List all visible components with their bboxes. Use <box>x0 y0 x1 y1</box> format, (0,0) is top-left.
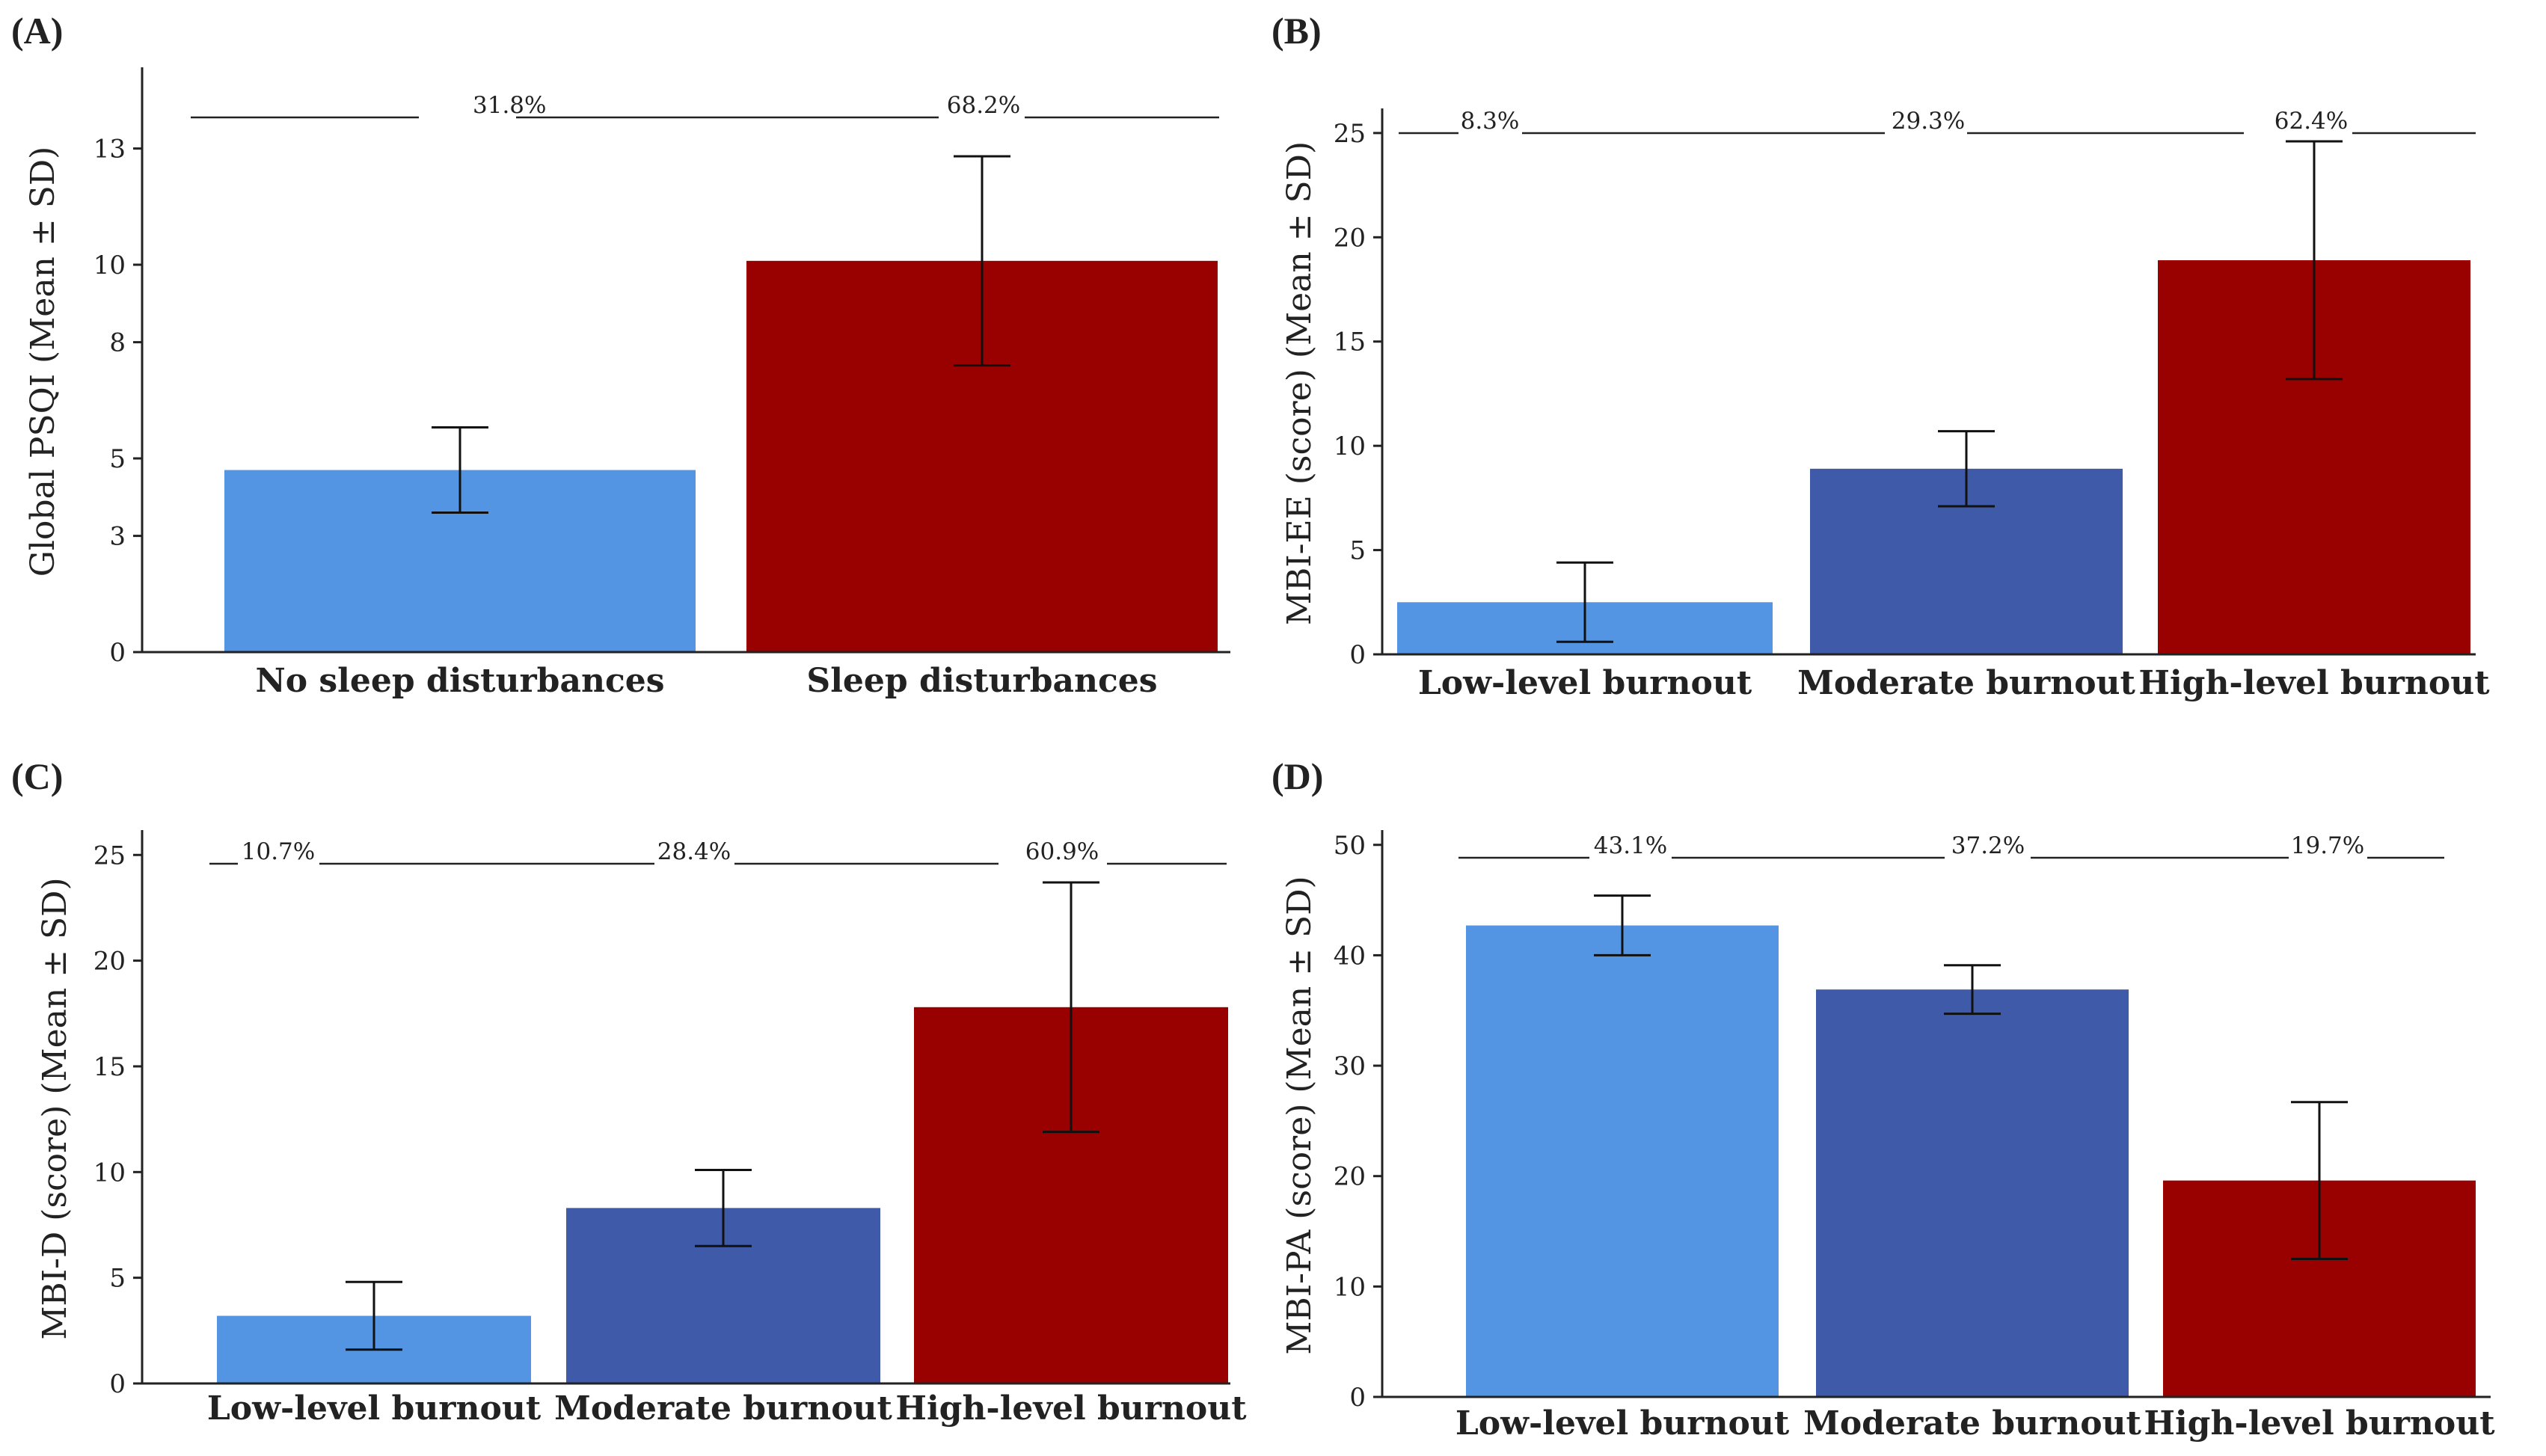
y-axis-label: MBI-D (score) (Mean ± SD) <box>36 877 74 1339</box>
error-bar <box>1043 881 1099 1134</box>
category-label: Low-level burnout <box>207 1389 542 1428</box>
y-tick-label: 50 <box>1334 831 1366 861</box>
y-tick-label: 8 <box>109 328 126 358</box>
panel-label: (A) <box>11 10 63 52</box>
category-label: High-level burnout <box>895 1389 1247 1428</box>
error-bar <box>2291 1101 2348 1260</box>
error-bar <box>432 426 488 514</box>
y-tick-label: 0 <box>1349 640 1366 670</box>
y-tick-label: 5 <box>109 1264 126 1294</box>
y-tick-label: 5 <box>1349 536 1366 566</box>
y-tick-label: 10 <box>1334 431 1366 461</box>
category-label: Moderate burnout <box>554 1389 892 1428</box>
percentage-label: 43.1% <box>1594 832 1667 859</box>
percentage-label: 19.7% <box>2291 832 2364 859</box>
y-tick-label: 25 <box>1334 119 1366 149</box>
percentage-label: 10.7% <box>242 838 315 865</box>
error-bar <box>954 155 1010 367</box>
y-tick-label: 0 <box>1349 1383 1366 1413</box>
y-tick-label: 10 <box>93 251 126 280</box>
y-tick-label: 20 <box>93 947 126 977</box>
y-tick-label: 0 <box>109 638 126 668</box>
category-label: Sleep disturbances <box>806 662 1157 700</box>
y-tick-label: 3 <box>109 522 126 552</box>
error-bar <box>2286 140 2343 381</box>
error-bar <box>1938 430 1995 508</box>
y-axis-label: MBI-EE (score) (Mean ± SD) <box>1280 141 1319 625</box>
bar <box>1816 989 2129 1397</box>
chart-panel-3: (D) MBI-PA (score) (Mean ± SD) 0 10 20 30 40 50… <box>1272 755 2495 1443</box>
panel-label: (B) <box>1272 10 1322 52</box>
category-label: Low-level burnout <box>1418 664 1752 702</box>
percentage-label: 68.2% <box>947 92 1020 119</box>
category-label: High-level burnout <box>2144 1404 2495 1443</box>
bar <box>1466 925 1779 1397</box>
y-tick-label: 40 <box>1334 941 1366 971</box>
y-axis-label: MBI-PA (score) (Mean ± SD) <box>1280 876 1319 1354</box>
percentage-label: 60.9% <box>1025 838 1099 865</box>
error-bar <box>1594 894 1651 956</box>
error-bar <box>695 1168 752 1247</box>
chart-panel-0: (A) Global PSQI (Mean ± SD) 0 3 5 8 10 13 No sle… <box>11 10 1230 700</box>
y-tick-label: 10 <box>1334 1272 1366 1302</box>
percentage-label: 28.4% <box>657 838 731 865</box>
percentage-label: 37.2% <box>1951 832 2025 859</box>
category-label: Low-level burnout <box>1455 1404 1790 1443</box>
percentage-label: 8.3% <box>1461 108 1520 135</box>
error-bar <box>1556 561 1613 643</box>
error-bar <box>346 1280 402 1351</box>
y-tick-label: 15 <box>93 1052 126 1082</box>
category-label: Moderate burnout <box>1797 664 2135 702</box>
category-label: Moderate burnout <box>1803 1404 2141 1443</box>
chart-panel-1: (B) MBI-EE (score) (Mean ± SD) 0 5 10 15 20 25 L… <box>1272 10 2490 702</box>
y-tick-label: 15 <box>1334 328 1366 357</box>
category-label: No sleep disturbances <box>255 662 664 700</box>
y-tick-label: 13 <box>93 135 126 165</box>
percentage-label: 31.8% <box>473 92 546 119</box>
y-tick-label: 5 <box>109 444 126 474</box>
error-bar <box>1944 964 2001 1016</box>
y-tick-label: 10 <box>93 1158 126 1188</box>
percentage-label: 29.3% <box>1892 108 1965 135</box>
panel-label: (C) <box>11 755 63 797</box>
y-tick-label: 20 <box>1334 1162 1366 1192</box>
category-label: High-level burnout <box>2138 664 2490 702</box>
y-axis-label: Global PSQI (Mean ± SD) <box>24 147 62 577</box>
chart-panel-2: (C) MBI-D (score) (Mean ± SD) 0 5 10 15 20 25 Lo… <box>11 755 1247 1428</box>
y-tick-label: 20 <box>1334 223 1366 253</box>
y-tick-label: 30 <box>1334 1051 1366 1081</box>
panel-label: (D) <box>1272 755 1323 797</box>
y-tick-label: 25 <box>93 841 126 870</box>
percentage-label: 62.4% <box>2274 108 2348 135</box>
y-tick-label: 0 <box>109 1369 126 1399</box>
